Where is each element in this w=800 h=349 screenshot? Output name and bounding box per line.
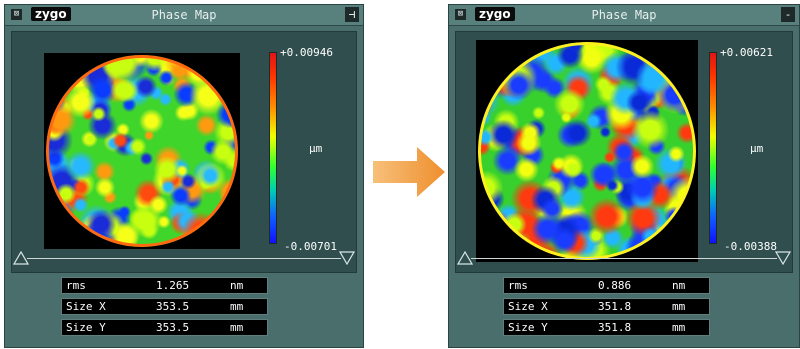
range-track bbox=[471, 258, 777, 259]
phase-map-window-after: ⊠ zygo Phase Map - +0.00621 µm -0.00388 … bbox=[448, 4, 800, 348]
pin-icon[interactable]: - bbox=[781, 7, 795, 22]
stat-label: Size Y bbox=[66, 321, 106, 334]
phase-map-plot: +0.00946 µm -0.00701 bbox=[11, 31, 357, 273]
range-slider[interactable] bbox=[13, 251, 355, 267]
scale-unit-label: µm bbox=[750, 142, 764, 155]
window-title: Phase Map bbox=[151, 8, 217, 22]
range-track bbox=[27, 258, 341, 259]
close-icon[interactable]: ⊠ bbox=[455, 9, 466, 20]
stat-value: 353.5 bbox=[156, 300, 190, 313]
stat-label: rms bbox=[508, 279, 528, 292]
pin-icon[interactable]: ⊣ bbox=[345, 7, 359, 22]
stat-value: 351.8 bbox=[598, 321, 632, 334]
range-marker-icon[interactable] bbox=[13, 251, 29, 265]
stat-row-size-y: Size Y 351.8 mm bbox=[503, 319, 710, 336]
range-slider[interactable] bbox=[457, 251, 791, 267]
stat-row-size-y: Size Y 353.5 mm bbox=[61, 319, 268, 336]
range-marker-icon[interactable] bbox=[775, 251, 791, 265]
stat-label: Size Y bbox=[508, 321, 548, 334]
stat-value: 0.886 bbox=[598, 279, 632, 292]
scale-min-label: -0.00388 bbox=[724, 240, 777, 253]
phase-map-plot: +0.00621 µm -0.00388 bbox=[455, 31, 793, 273]
phase-map-window-before: ⊠ zygo Phase Map ⊣ +0.00946 µm -0.00701 … bbox=[4, 4, 364, 348]
stat-row-size-x: Size X 351.8 mm bbox=[503, 298, 710, 315]
stat-label: Size X bbox=[508, 300, 548, 313]
scale-max-label: +0.00621 bbox=[720, 46, 773, 59]
stat-unit: nm bbox=[230, 279, 244, 292]
stat-value: 353.5 bbox=[156, 321, 190, 334]
arrow-right-icon bbox=[373, 147, 445, 197]
stat-value: 351.8 bbox=[598, 300, 632, 313]
range-marker-icon[interactable] bbox=[457, 251, 473, 265]
stat-label: Size X bbox=[66, 300, 106, 313]
stat-row-rms: rms 0.886 nm bbox=[503, 277, 710, 294]
color-scale-bar bbox=[269, 52, 277, 244]
close-icon[interactable]: ⊠ bbox=[11, 9, 22, 20]
stat-label: rms bbox=[66, 279, 86, 292]
window-title: Phase Map bbox=[591, 8, 657, 22]
stat-unit: mm bbox=[672, 321, 686, 334]
color-scale-bar bbox=[709, 52, 717, 244]
stat-row-size-x: Size X 353.5 mm bbox=[61, 298, 268, 315]
phase-map-disc bbox=[478, 42, 696, 260]
phase-map-disc bbox=[46, 55, 238, 247]
zygo-logo: zygo bbox=[31, 7, 71, 21]
title-bar: ⊠ zygo Phase Map ⊣ bbox=[5, 5, 363, 26]
stat-unit: mm bbox=[230, 300, 244, 313]
stat-unit: mm bbox=[230, 321, 244, 334]
range-marker-icon[interactable] bbox=[339, 251, 355, 265]
zygo-logo: zygo bbox=[475, 7, 515, 21]
title-bar: ⊠ zygo Phase Map - bbox=[449, 5, 799, 26]
scale-max-label: +0.00946 bbox=[280, 46, 333, 59]
scale-min-label: -0.00701 bbox=[284, 240, 337, 253]
scale-unit-label: µm bbox=[309, 142, 323, 155]
stat-value: 1.265 bbox=[156, 279, 190, 292]
stat-unit: nm bbox=[672, 279, 686, 292]
stat-row-rms: rms 1.265 nm bbox=[61, 277, 268, 294]
stat-unit: mm bbox=[672, 300, 686, 313]
